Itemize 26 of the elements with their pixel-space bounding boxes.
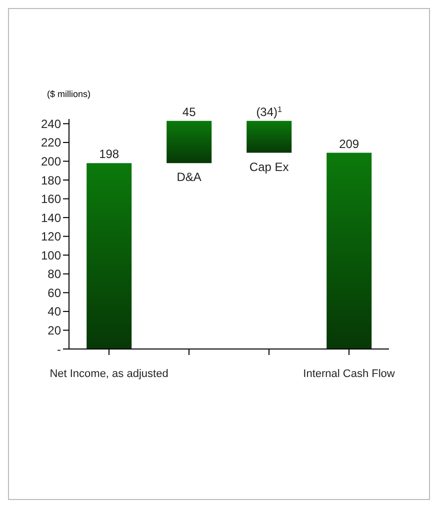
y-tick-label: 80 [48,267,62,282]
data-label: 209 [339,136,360,151]
x-tick-label: Internal Cash Flow [303,368,395,380]
bar [86,163,132,349]
data-label: 45 [182,104,196,119]
data-label: (34)$^{1}$ [256,104,283,119]
y-axis-title: ($ millions) [47,89,91,99]
y-tick-label: 140 [40,210,62,225]
y-tick-label: 20 [48,323,62,338]
bar [246,120,292,153]
y-tick-label: 60 [48,286,62,300]
y-tick-label: - [57,342,61,356]
y-tick-label: 200 [40,154,62,169]
y-tick-label: 180 [40,173,62,188]
y-tick-label: 220 [40,136,62,150]
x-tick-label: Cap Ex [249,160,289,174]
y-tick-label: 40 [48,304,62,319]
y-tick-label: 120 [40,230,62,244]
y-tick-label: 100 [40,248,62,262]
x-tick-label: Net Income, as adjusted [50,368,168,380]
data-label: 198 [99,147,120,162]
bar [326,152,372,349]
bar [166,120,212,164]
y-tick-label: 240 [40,116,62,131]
y-tick-label: 160 [40,192,62,206]
x-tick-label: D&A [176,170,202,184]
